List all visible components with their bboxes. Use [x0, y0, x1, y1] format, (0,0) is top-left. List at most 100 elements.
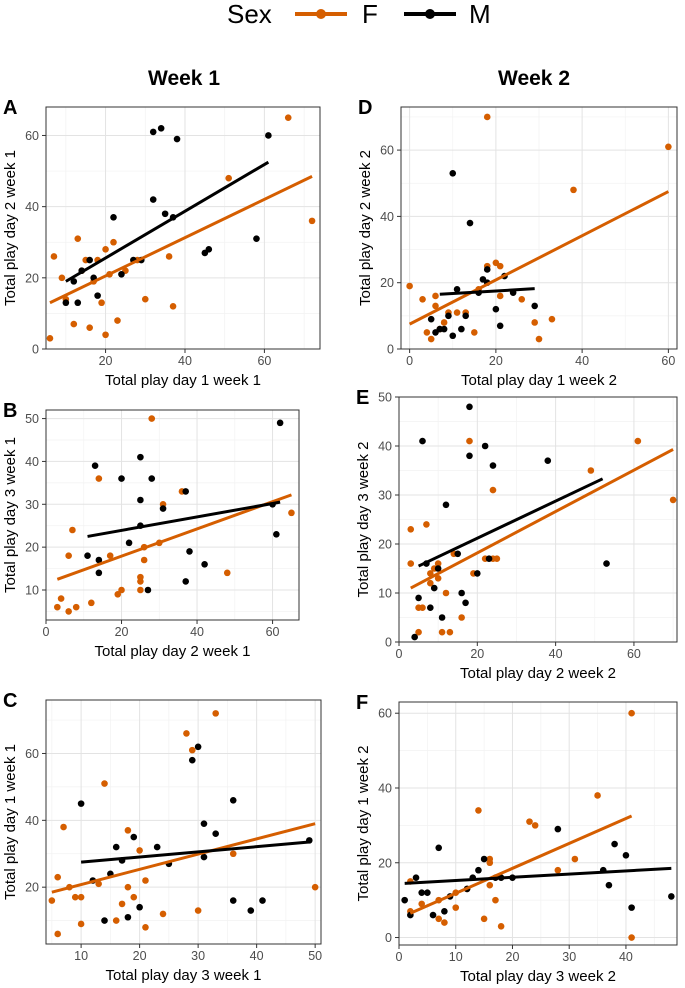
panel-c-point-f-1	[54, 873, 62, 881]
panel-e-point-f-19	[489, 486, 497, 494]
panel-f-point-f-15	[497, 923, 505, 930]
panel-c-point-f-6	[77, 893, 85, 901]
panel-e-point-m-13	[466, 452, 473, 460]
panel-c-point-m-6	[124, 913, 132, 921]
panel-e-point-f-21	[493, 555, 501, 562]
panel-d-point-f-23	[665, 143, 672, 151]
panel-b-x-tick-label-20: 20	[115, 625, 129, 639]
panel-c-point-m-13	[200, 820, 208, 827]
panel-a-point-f-2	[58, 274, 66, 282]
panel-e-point-m-5	[430, 584, 438, 592]
panel-f-point-f-2	[418, 900, 425, 908]
panel-e-point-m-0	[411, 633, 418, 641]
panel-c-x-tick-label-10: 10	[74, 949, 88, 963]
panel-b-y-tick-label-40: 40	[25, 455, 39, 469]
panel-c-point-f-13	[124, 883, 132, 891]
panel-c-point-m-19	[259, 897, 266, 904]
panel-b-point-m-6	[137, 496, 144, 504]
panel-f-y-axis-title: Total play day 1 week 2	[355, 746, 372, 902]
panel-c-frame	[45, 699, 322, 945]
legend-key-m	[404, 9, 456, 19]
panel-d-x-tick-label-20: 20	[489, 354, 503, 368]
panel-b-point-m-10	[148, 475, 156, 482]
panel-b-point-m-11	[159, 505, 167, 512]
panel-f-x-tick-label-20: 20	[506, 950, 520, 964]
panel-e-point-m-15	[481, 442, 489, 450]
panel-c-point-f-11	[118, 900, 126, 908]
panel-c-point-m-7	[130, 833, 138, 841]
panel-b-point-f-9	[114, 590, 122, 598]
panel-a-point-m-11	[149, 196, 157, 203]
panel-f-x-axis-title: Total play day 3 week 2	[460, 968, 616, 985]
panel-d-y-tick-label-0: 0	[387, 343, 394, 357]
panel-d-point-m-3	[440, 325, 448, 333]
panel-e-point-m-6	[434, 565, 442, 572]
panel-c-point-f-22	[212, 710, 219, 717]
panels: 20 40 60 0 20 40 60 Total play day 1 week 1 Tota…	[2, 97, 678, 985]
panel-d-point-f-22	[570, 186, 577, 194]
panel-a: 20 40 60 0 20 40 60 Total play day 1 week 1 Tota…	[2, 97, 321, 389]
panel-c-point-m-4	[112, 843, 120, 851]
panel-c-point-m-14	[200, 853, 208, 861]
panel-d-frame	[400, 106, 678, 350]
panel-c-x-axis-title: Total play day 3 week 1	[106, 967, 262, 984]
panel-f-x-tick-label-0: 0	[396, 950, 403, 964]
panel-f-letter: F	[356, 692, 368, 714]
panel-b-point-f-16	[148, 415, 156, 422]
panel-e-point-f-11	[438, 628, 446, 636]
panel-c-x-tick-label-20: 20	[133, 949, 147, 963]
panel-d-point-m-5	[449, 332, 457, 340]
panel-e-point-f-13	[446, 628, 454, 636]
panel-f-x-tick-label-30: 30	[562, 950, 576, 964]
panel-b-point-m-4	[118, 475, 125, 482]
panel-d-letter: D	[358, 97, 372, 119]
panel-e-y-tick-label-20: 20	[378, 538, 392, 552]
panel-e-y-axis-title: Total play day 3 week 2	[355, 442, 372, 598]
panel-e-point-f-22	[587, 467, 595, 474]
panel-b-y-axis-title: Total play day 3 week 1	[2, 437, 19, 593]
panel-c-point-f-18	[159, 910, 167, 918]
panel-f: 0 10 20 30 40 0 20 40 60 Total play day 3 week 2 T…	[355, 692, 678, 985]
panel-d-point-f-9	[453, 309, 461, 316]
panel-e-point-m-9	[454, 550, 462, 558]
panel-b-point-f-7	[95, 475, 103, 482]
panel-b-y-tick-label-50: 50	[25, 412, 39, 426]
panel-c-point-f-14	[130, 893, 138, 901]
panel-d-y-axis-title: Total play day 2 week 2	[357, 150, 374, 306]
panel-c-point-f-24	[311, 883, 319, 891]
panel-e-point-m-1	[415, 594, 422, 602]
panel-f-point-f-10	[480, 915, 488, 923]
panel-e-point-f-23	[634, 437, 642, 445]
panel-a-y-tick-label-40: 40	[25, 200, 39, 214]
panel-f-y-tick-label-0: 0	[385, 931, 392, 945]
panel-c-y-tick-label-60: 60	[25, 747, 39, 761]
panel-a-point-m-14	[161, 210, 169, 218]
panel-d-point-f-21	[548, 315, 556, 323]
panel-a-background	[46, 107, 320, 349]
panel-b-x-axis-title: Total play day 2 week 1	[95, 643, 251, 660]
panel-c-fit-line-m	[80, 840, 310, 864]
panel-c-x-tick-label-40: 40	[250, 949, 264, 963]
panel-f-point-f-19	[571, 855, 579, 863]
panel-c-point-m-15	[212, 830, 219, 837]
panel-e: 0 20 40 60 0 10 20 30 40 50 Total play day 2 week …	[355, 387, 678, 682]
panel-a-point-m-4	[86, 256, 93, 264]
panel-d-y-tick-label-20: 20	[380, 276, 394, 290]
panel-d-point-m-0	[427, 315, 435, 323]
panel-d-point-f-3	[427, 335, 435, 343]
panel-a-x-tick-label-60: 60	[257, 354, 271, 368]
panel-e-point-m-16	[485, 555, 493, 562]
panel-c-x-tick-label-50: 50	[308, 949, 322, 963]
panel-a-point-f-16	[114, 317, 121, 324]
panel-f-point-f-20	[594, 792, 601, 799]
panel-a-point-m-1	[70, 278, 78, 285]
panel-a-point-f-19	[141, 295, 149, 303]
panel-d-y-tick-label-60: 60	[380, 144, 394, 158]
panel-d-point-f-1	[419, 295, 426, 303]
panel-f-y-tick-label-40: 40	[378, 781, 392, 795]
panel-e-point-f-15	[458, 614, 465, 621]
panel-f-y-tick-label-20: 20	[378, 856, 392, 870]
panel-c-point-m-8	[136, 903, 143, 911]
panel-b: 0 20 40 60 10 20 30 40 50 Total play day 2 week 1…	[2, 400, 300, 660]
panel-d-x-axis-title: Total play day 1 week 2	[461, 372, 617, 389]
